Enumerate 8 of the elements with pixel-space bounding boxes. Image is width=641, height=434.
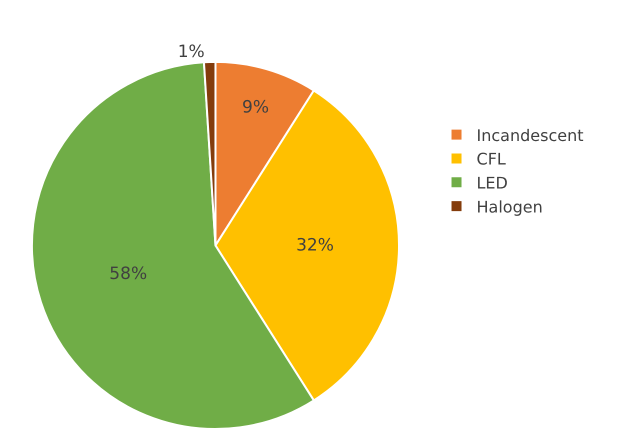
legend-label: Incandescent	[476, 126, 584, 145]
data-label: 32%	[296, 235, 334, 256]
legend-label: CFL	[476, 150, 506, 169]
data-label: 1%	[178, 42, 205, 62]
data-label: 58%	[109, 264, 148, 284]
legend-label: LED	[476, 174, 508, 193]
legend-label: Halogen	[476, 197, 543, 216]
data-label: 9%	[242, 98, 270, 118]
